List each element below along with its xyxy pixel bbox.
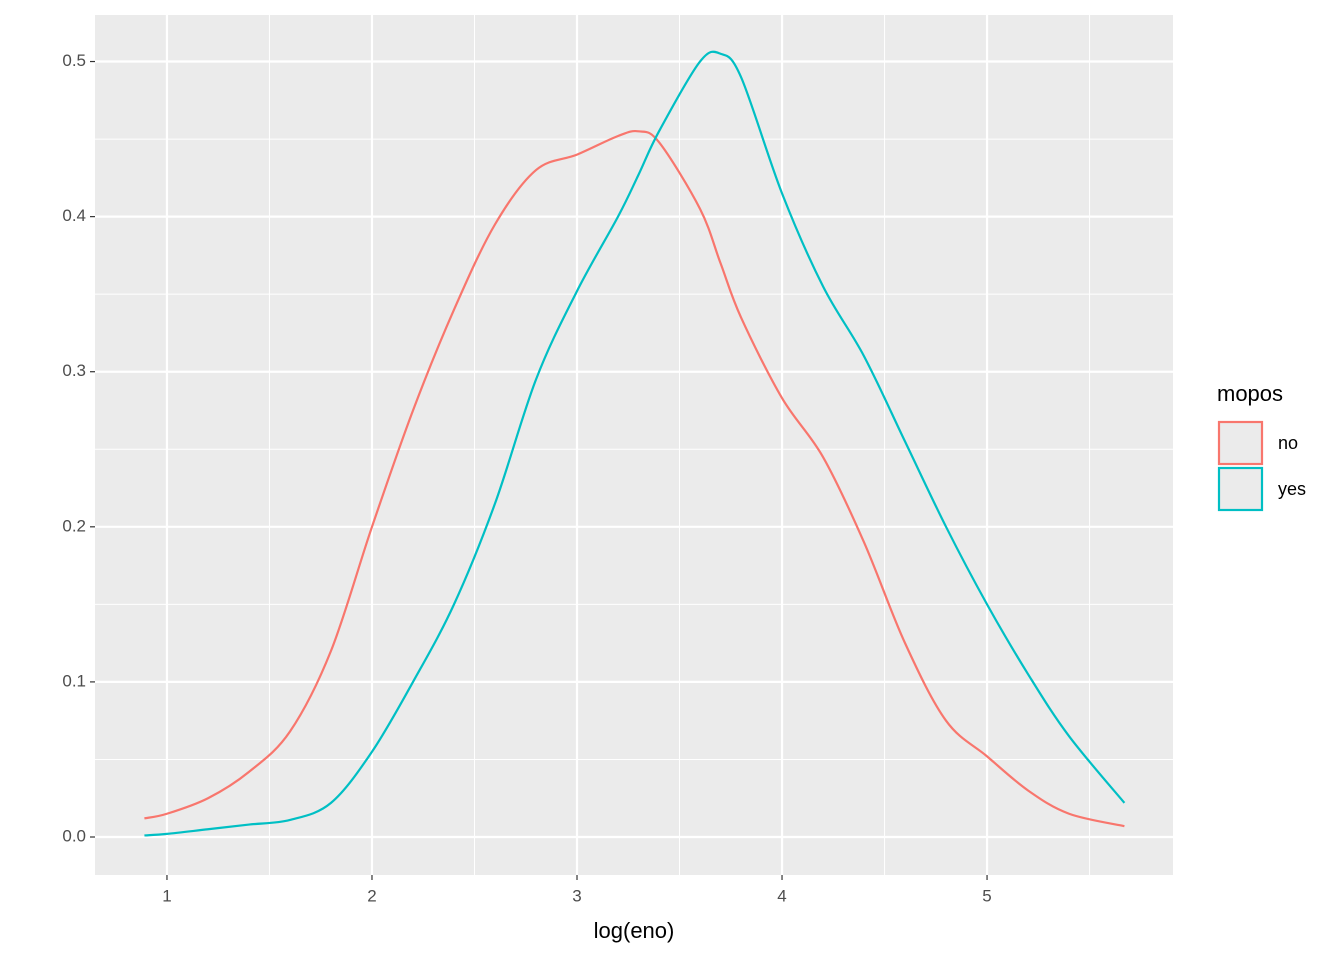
- y-tick-label: 0.0: [62, 826, 86, 845]
- x-axis-title: log(eno): [594, 918, 675, 943]
- legend-label: yes: [1278, 479, 1306, 499]
- legend-key: [1217, 466, 1264, 512]
- x-tick-label: 1: [162, 886, 171, 905]
- x-tick-label: 4: [777, 886, 786, 905]
- x-tick-label: 2: [367, 886, 376, 905]
- y-tick-label: 0.4: [62, 206, 86, 225]
- x-tick-label: 5: [982, 886, 991, 905]
- legend-title: mopos: [1217, 381, 1283, 406]
- panel: [95, 15, 1173, 875]
- y-tick-label: 0.2: [62, 516, 86, 535]
- legend-key: [1217, 420, 1264, 466]
- x-tick-label: 3: [572, 886, 581, 905]
- legend-label: no: [1278, 433, 1298, 453]
- density-line: [144, 50, 1126, 837]
- y-tick-label: 0.5: [62, 51, 86, 70]
- y-tick-label: 0.1: [62, 671, 86, 690]
- y-tick-label: 0.3: [62, 361, 86, 380]
- density-line: [144, 129, 1125, 828]
